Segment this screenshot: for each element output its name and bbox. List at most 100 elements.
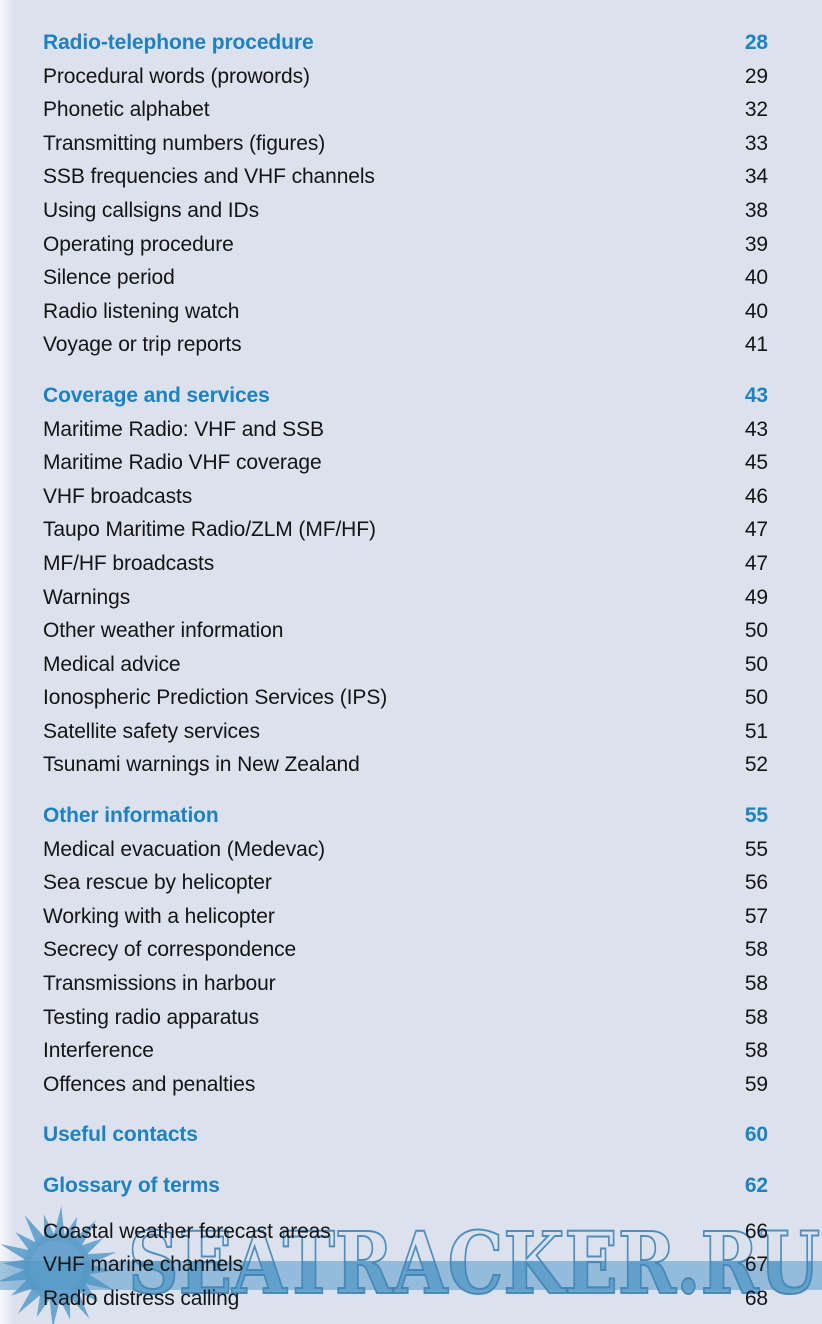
toc-entry-page: 38: [744, 198, 768, 222]
toc-entry-page: 43: [744, 417, 768, 441]
toc-section: Coverage and services 43 Maritime Radio: V…: [43, 379, 768, 782]
toc-section-heading: Coverage and services 43: [43, 379, 768, 413]
toc-entry-page: 57: [744, 904, 768, 928]
toc-entry-page: 68: [744, 1286, 768, 1310]
toc-entry-page: 55: [744, 837, 768, 861]
toc-entry-page: 29: [744, 64, 768, 88]
toc-entry-page: 50: [744, 619, 768, 643]
toc-section-heading-page: 60: [744, 1123, 768, 1147]
toc-entry-page: 46: [744, 484, 768, 508]
table-of-contents: Radio-telephone procedure 28 Procedural wo…: [43, 26, 768, 1315]
toc-entry-label: Satellite safety services: [43, 719, 260, 743]
toc-entry-page: 50: [744, 652, 768, 676]
toc-entry: Medical advice 50: [43, 648, 768, 682]
toc-entry-page: 58: [744, 1039, 768, 1063]
toc-entry-label: Transmitting numbers (figures): [43, 131, 326, 155]
toc-entry-page: 67: [744, 1253, 768, 1277]
toc-entry-page: 32: [744, 98, 768, 122]
toc-entry: Working with a helicopter 57: [43, 900, 768, 934]
toc-entry-page: 52: [744, 753, 768, 777]
toc-entry-label: VHF marine channels: [43, 1253, 244, 1277]
toc-section: Other information 55 Medical evacuation (M…: [43, 799, 768, 1101]
toc-section-heading-label: Glossary of terms: [43, 1174, 220, 1197]
toc-entry-label: Taupo Maritime Radio/ZLM (MF/HF): [43, 518, 376, 542]
page-edge-highlight: [0, 0, 14, 1324]
toc-entry: Using callsigns and IDs 38: [43, 194, 768, 228]
toc-entry-label: Testing radio apparatus: [43, 1005, 260, 1029]
toc-entry: SSB frequencies and VHF channels 34: [43, 160, 768, 194]
toc-entry-page: 41: [744, 333, 768, 357]
toc-entry-label: Radio listening watch: [43, 299, 240, 323]
toc-entry-label: Procedural words (prowords): [43, 64, 310, 88]
toc-entry-label: Tsunami warnings in New Zealand: [43, 753, 360, 777]
toc-section: Useful contacts 60: [43, 1118, 768, 1152]
toc-entry-label: Maritime Radio VHF coverage: [43, 451, 322, 475]
toc-entry-label: Maritime Radio: VHF and SSB: [43, 417, 324, 441]
toc-entry-page: 50: [744, 686, 768, 710]
toc-entry-page: 58: [744, 1005, 768, 1029]
toc-entry: Tsunami warnings in New Zealand 52: [43, 748, 768, 782]
toc-entry-label: Operating procedure: [43, 232, 234, 256]
toc-section-heading-label: Useful contacts: [43, 1123, 198, 1147]
toc-entry-label: Transmissions in harbour: [43, 972, 276, 996]
toc-entry: Transmitting numbers (figures) 33: [43, 127, 768, 161]
toc-section: Glossary of terms 62: [43, 1169, 768, 1203]
toc-entry-page: 40: [744, 266, 768, 290]
toc-entry: MF/HF broadcasts 47: [43, 547, 768, 581]
toc-section-heading: Radio-telephone procedure 28: [43, 26, 768, 60]
toc-entry-label: Warnings: [43, 585, 131, 609]
toc-entry-page: 58: [744, 938, 768, 962]
toc-entry: Coastal weather forecast areas 66: [43, 1215, 768, 1249]
toc-entry-label: Phonetic alphabet: [43, 98, 210, 122]
toc-section-heading-page: 62: [744, 1174, 768, 1197]
toc-entry-page: 66: [744, 1219, 768, 1243]
toc-entry-label: Medical evacuation (Medevac): [43, 837, 326, 861]
toc-entry: Transmissions in harbour 58: [43, 967, 768, 1001]
toc-entry-page: 47: [744, 551, 768, 575]
toc-entry-page: 49: [744, 585, 768, 609]
toc-section-heading-page: 28: [744, 31, 768, 54]
toc-entry-page: 56: [744, 871, 768, 895]
toc-entry: Interference 58: [43, 1034, 768, 1068]
toc-section-heading-page: 43: [744, 383, 768, 407]
toc-entry: Voyage or trip reports 41: [43, 328, 768, 362]
toc-entry: Silence period 40: [43, 261, 768, 295]
toc-entry-label: VHF broadcasts: [43, 484, 193, 508]
toc-entry-page: 45: [744, 451, 768, 475]
toc-entry-label: Coastal weather forecast areas: [43, 1219, 331, 1243]
toc-section-heading-page: 55: [744, 804, 768, 828]
toc-entry: VHF marine channels 67: [43, 1248, 768, 1282]
toc-section-heading: Useful contacts 60: [43, 1118, 768, 1152]
toc-entry-label: Using callsigns and IDs: [43, 198, 259, 222]
toc-entry: Operating procedure 39: [43, 228, 768, 262]
toc-entry-label: Medical advice: [43, 652, 181, 676]
toc-entry-page: 39: [744, 232, 768, 256]
toc-entry-page: 58: [744, 972, 768, 996]
toc-entry: Phonetic alphabet 32: [43, 93, 768, 127]
toc-section-heading: Other information 55: [43, 799, 768, 833]
toc-section-heading: Glossary of terms 62: [43, 1169, 768, 1203]
toc-entry-page: 33: [744, 131, 768, 155]
toc-section-heading-label: Other information: [43, 804, 219, 828]
toc-entry: Secrecy of correspondence 58: [43, 933, 768, 967]
toc-entry-page: 47: [744, 518, 768, 542]
toc-section: Radio-telephone procedure 28 Procedural wo…: [43, 26, 768, 362]
toc-entry: Medical evacuation (Medevac) 55: [43, 833, 768, 867]
toc-entry: Warnings 49: [43, 581, 768, 615]
toc-entry: VHF broadcasts 46: [43, 480, 768, 514]
toc-entry-page: 34: [744, 165, 768, 189]
toc-entry-label: Working with a helicopter: [43, 904, 275, 928]
toc-entry-label: Secrecy of correspondence: [43, 938, 297, 962]
toc-entry-label: Voyage or trip reports: [43, 333, 242, 357]
toc-entry-label: MF/HF broadcasts: [43, 551, 215, 575]
toc-entry: Radio listening watch 40: [43, 295, 768, 329]
toc-entry: Ionospheric Prediction Services (IPS) 50: [43, 681, 768, 715]
toc-section-heading-label: Radio-telephone procedure: [43, 31, 314, 54]
toc-entry: Maritime Radio VHF coverage 45: [43, 446, 768, 480]
toc-entry-label: Ionospheric Prediction Services (IPS): [43, 686, 388, 710]
toc-section: Coastal weather forecast areas 66 VHF mari…: [43, 1215, 768, 1316]
toc-entry: Radio distress calling 68: [43, 1282, 768, 1316]
toc-entry-label: Interference: [43, 1039, 154, 1063]
toc-entry-label: Other weather information: [43, 619, 284, 643]
